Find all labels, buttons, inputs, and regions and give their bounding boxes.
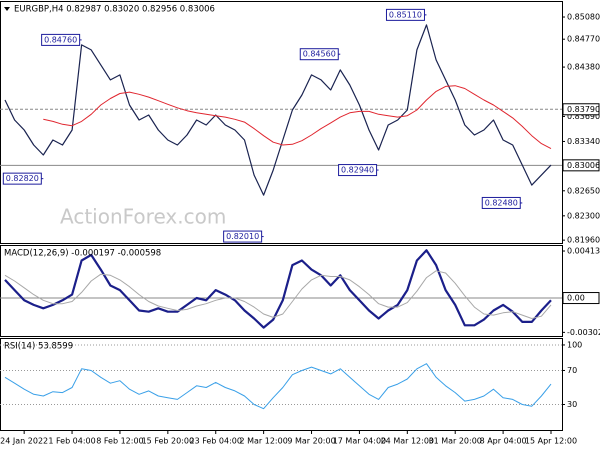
annotation-box	[2, 172, 42, 185]
annotation-label: 0.82010	[226, 232, 259, 241]
annotation-label: 0.82820	[6, 174, 39, 183]
x-tick-label: 23 Feb 04:00	[189, 437, 241, 446]
level-box	[562, 103, 600, 116]
x-tick-label: 24 Jan 2022	[0, 437, 48, 446]
y-tick-label: 30	[567, 400, 577, 409]
annotation-label: 0.84760	[44, 35, 77, 44]
annotation-box	[481, 196, 521, 209]
series-line	[43, 85, 552, 150]
panel-frame	[0, 1, 563, 244]
annotation-box	[338, 164, 378, 177]
y-tick-label: 0.82650	[567, 186, 600, 195]
annotation-label: 0.85110	[389, 10, 422, 19]
y-tick-label: 0.82300	[567, 211, 600, 220]
x-tick-label: 1 Feb 04:00	[48, 437, 95, 446]
y-tick-label: 0.004138	[567, 247, 600, 256]
panel-frame	[0, 245, 563, 337]
menu-triangle	[4, 7, 10, 11]
annotation-box	[223, 230, 263, 243]
y-tick-label: 0.84380	[567, 63, 600, 72]
watermark: ActionForex.com	[60, 205, 226, 229]
x-tick-label: 24 Mar 12:00	[381, 437, 434, 446]
series-line	[4, 270, 552, 319]
panel-title: MACD(12,26,9) -0.000197 -0.000598	[4, 249, 161, 259]
series-line	[4, 249, 552, 329]
annotation-box	[41, 33, 81, 46]
x-tick-label: 17 Mar 04:00	[333, 437, 386, 446]
panel-frame	[0, 338, 563, 431]
annotation-box	[299, 48, 339, 61]
y-tick-label: 0.85080	[567, 13, 600, 22]
level-box	[562, 292, 600, 305]
panel-title: RSI(14) 53.8599	[4, 342, 73, 352]
y-tick-label: 100	[567, 340, 582, 349]
level-label: 0.83006	[567, 161, 600, 170]
level-box	[562, 159, 600, 172]
y-tick-label: -0.00302	[567, 328, 600, 337]
x-tick-label: 8 Feb 12:00	[96, 437, 143, 446]
y-tick-label: 70	[567, 366, 577, 375]
annotation-label: 0.84560	[303, 50, 336, 59]
level-label: 0.83790	[567, 105, 600, 114]
y-tick-label: 0.81960	[567, 236, 600, 245]
x-tick-label: 15 Apr 12:00	[525, 437, 577, 446]
annotation-label: 0.82480	[485, 198, 518, 207]
series-line	[4, 24, 552, 196]
level-label: 0.00	[567, 294, 585, 303]
panel-title: EURGBP,H4 0.82987 0.83020 0.82956 0.8300…	[14, 5, 215, 15]
y-tick-label: 0.83690	[567, 112, 600, 121]
x-tick-label: 15 Feb 20:00	[142, 437, 194, 446]
series-line	[4, 363, 552, 410]
annotation-box	[385, 8, 425, 21]
x-tick-label: 8 Apr 04:00	[480, 437, 527, 446]
y-tick-label: 0.83340	[567, 137, 600, 146]
annotation-label: 0.82940	[341, 166, 374, 175]
x-tick-label: 2 Mar 12:00	[239, 437, 287, 446]
x-tick-label: 31 Mar 20:00	[428, 437, 481, 446]
y-tick-label: 0.84770	[567, 35, 600, 44]
x-tick-label: 9 Mar 20:00	[287, 437, 335, 446]
